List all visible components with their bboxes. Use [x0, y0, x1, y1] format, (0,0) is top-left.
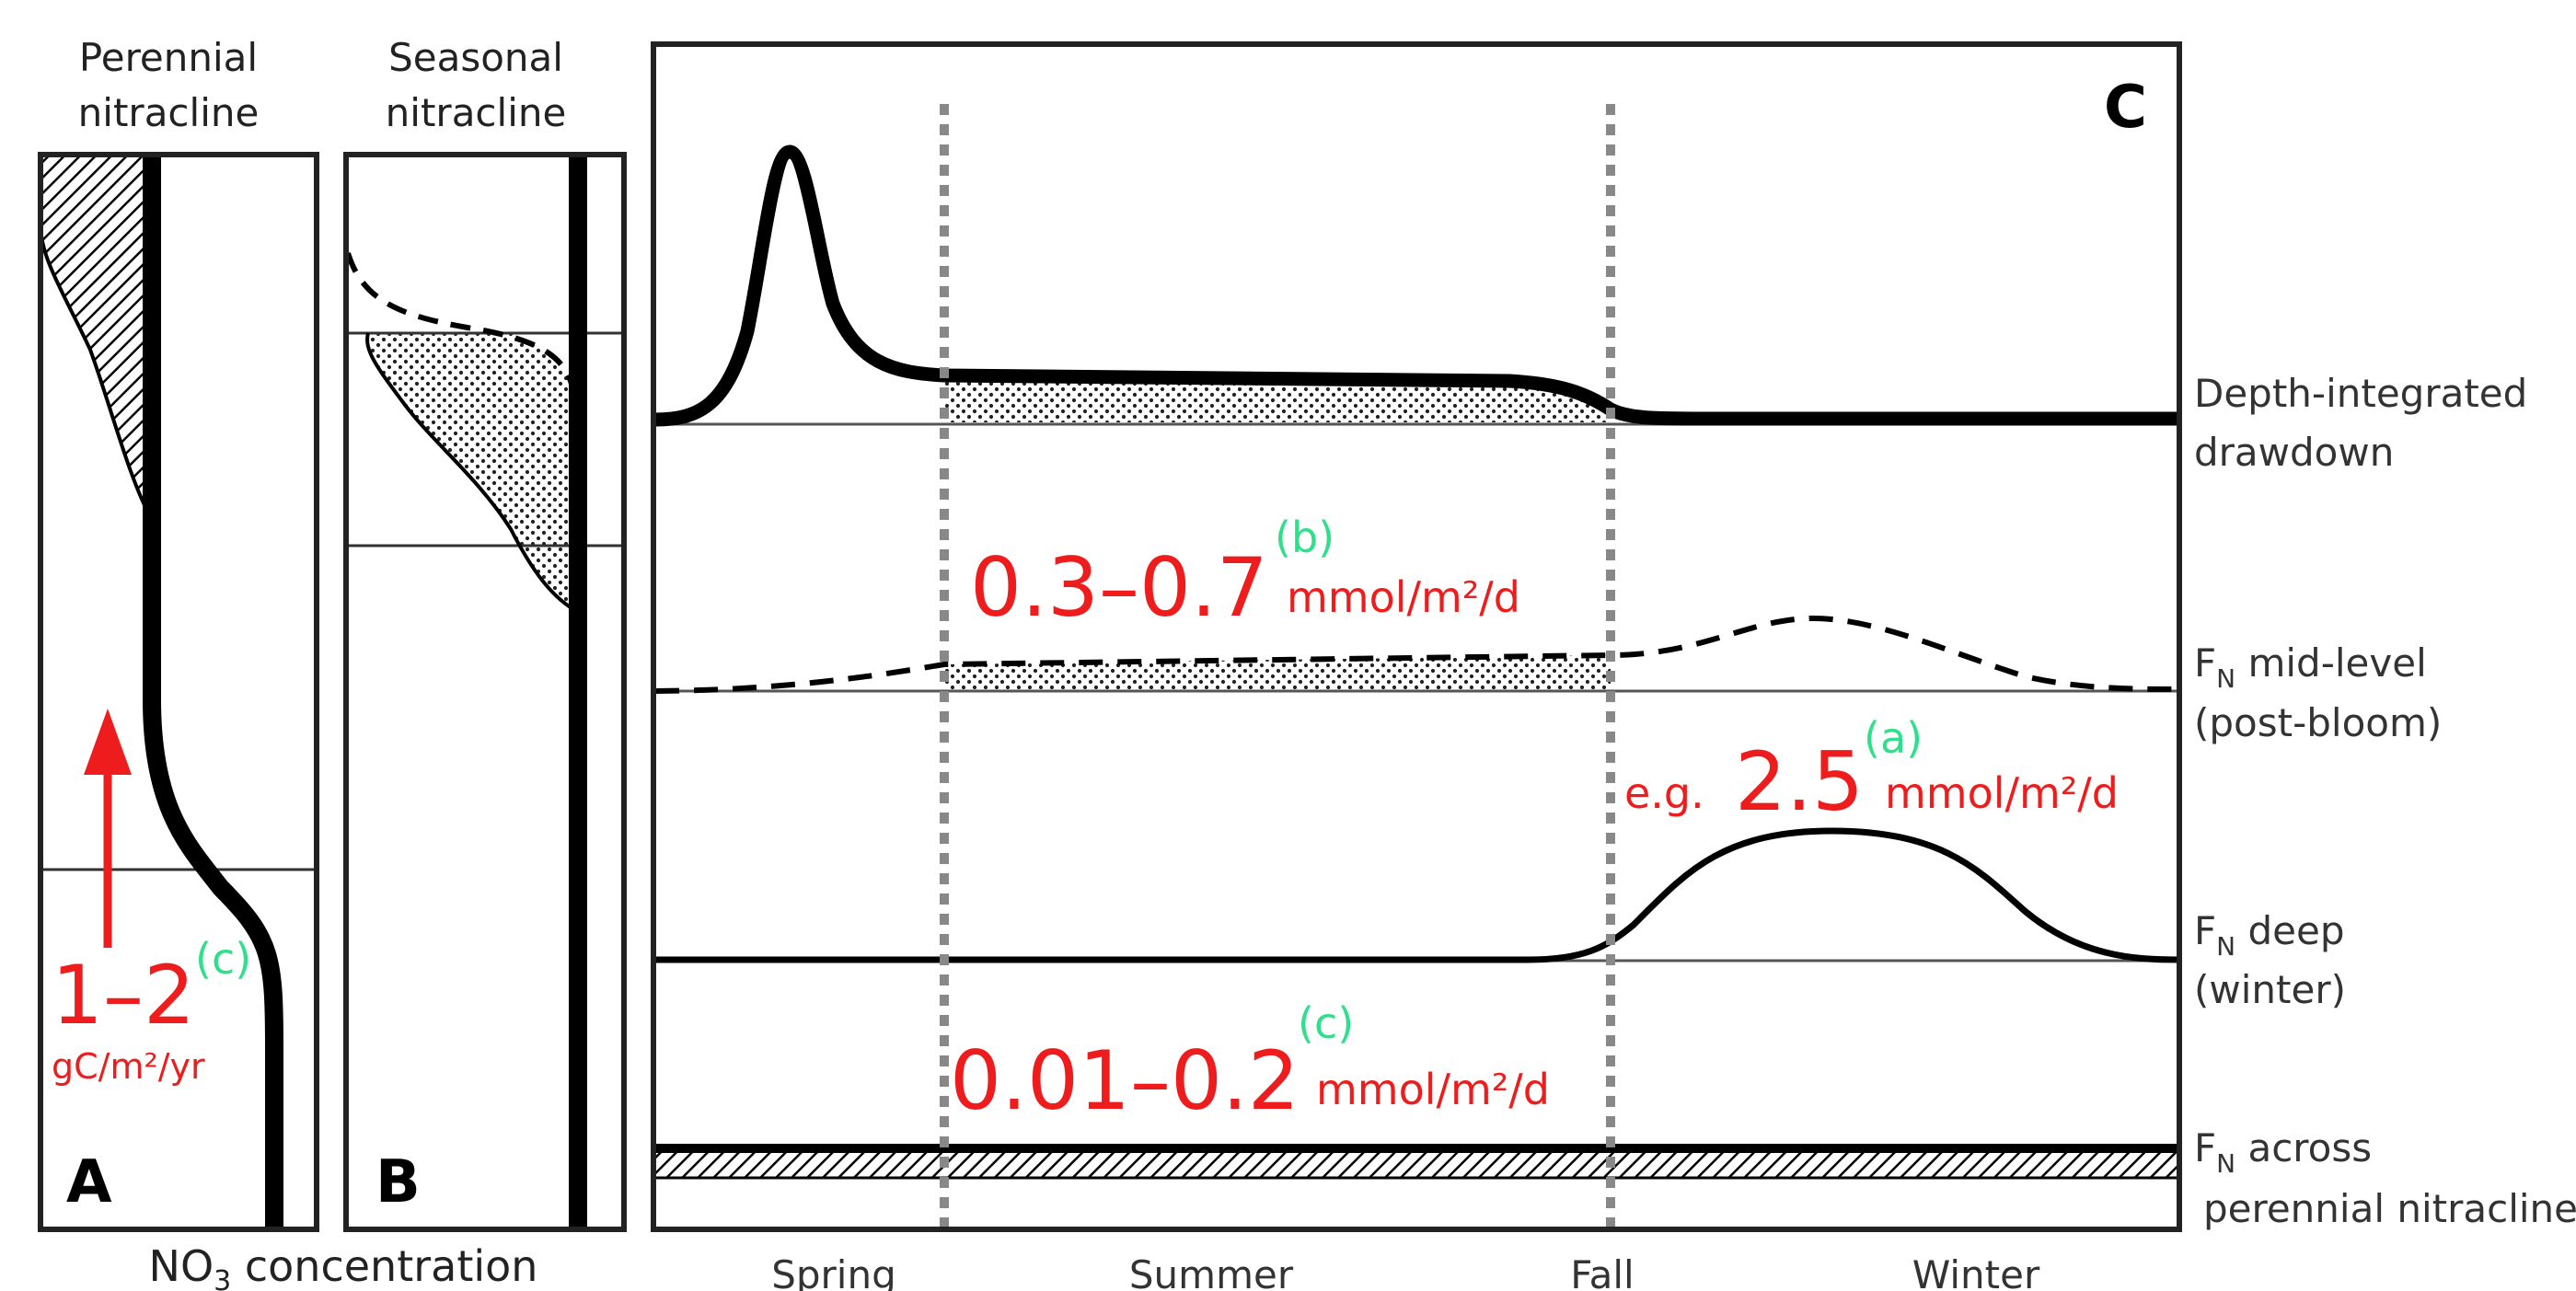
panel-a-lower-profile-line — [40, 225, 154, 521]
no3-axis-label: NO3 concentration — [149, 1241, 538, 1291]
mid-level-flux-ref: (b) — [1275, 513, 1334, 562]
row-labels: Depth-integrated drawdown FN mid-level (… — [2194, 371, 2576, 1231]
panel-a-header-line2: nitracline — [78, 90, 260, 135]
deep-flux-prefix: e.g. — [1624, 768, 1704, 818]
deep-flux-ref: (a) — [1864, 713, 1923, 763]
panel-a-flux-units: gC/m²/yr — [52, 1046, 205, 1087]
row2-label-line2: (post-bloom) — [2194, 700, 2442, 745]
panel-b-frame — [343, 152, 627, 1232]
deep-flux-units: mmol/m²/d — [1885, 768, 2119, 818]
row1-label-line2: drawdown — [2194, 430, 2394, 475]
season-label-fall: Fall — [1570, 1252, 1634, 1291]
panel-c-frame — [651, 41, 2182, 1232]
mid-level-flux-dashed-curve — [654, 615, 2180, 694]
row4-label-line2: perennial nitracline — [2203, 1186, 2576, 1231]
panel-b-header-line2: nitracline — [386, 90, 567, 135]
row4-label-line1: FN across — [2194, 1125, 2372, 1179]
panel-a-letter: A — [66, 1148, 112, 1216]
season-label-winter: Winter — [1912, 1252, 2040, 1291]
panel-c: C 0.3–0.7 mmol/m²/d (b) e.g. 2.5 mmol/m²… — [651, 41, 2576, 1291]
mid-level-flux-value: 0.3–0.7 — [970, 540, 1268, 635]
upward-flux-arrow — [84, 709, 132, 948]
mid-level-flux-units: mmol/m²/d — [1287, 572, 1520, 622]
panel-b-letter: B — [375, 1148, 421, 1216]
panel-b-header-line1: Seasonal — [388, 35, 563, 80]
row1-label-line1: Depth-integrated — [2194, 371, 2527, 416]
panel-b-dotted-drawdown-area — [367, 333, 578, 612]
panel-a-flux-value: 1–2 — [52, 948, 195, 1043]
panel-c-letter: C — [2104, 74, 2147, 142]
across-annotation: 0.01–0.2 mmol/m²/d (c) — [950, 998, 1550, 1128]
panel-a-nitrate-profile — [143, 155, 283, 1229]
row3-label-line2: (winter) — [2194, 967, 2346, 1012]
across-flux-value: 0.01–0.2 — [950, 1033, 1300, 1128]
deep-flux-value: 2.5 — [1735, 734, 1864, 829]
panel-b: Seasonal nitracline B — [343, 35, 627, 1232]
panel-b-postbloom-profile — [365, 332, 579, 614]
row2-label-line1: FN mid-level — [2194, 640, 2427, 694]
panel-a-flux-ref: (c) — [195, 934, 251, 984]
panel-a-hatched-nitrate-area — [40, 155, 152, 520]
across-flux-ref: (c) — [1298, 998, 1354, 1048]
deep-annotation: e.g. 2.5 mmol/m²/d (a) — [1624, 713, 2119, 829]
season-label-spring: Spring — [771, 1252, 896, 1291]
panel-b-prebloom-dashed-profile — [346, 252, 578, 406]
season-label-summer: Summer — [1129, 1252, 1294, 1291]
deep-flux-curve — [655, 827, 2180, 963]
across-flux-units: mmol/m²/d — [1316, 1065, 1550, 1114]
row3-label-line1: FN deep — [2194, 908, 2344, 962]
mid-level-annotation: 0.3–0.7 mmol/m²/d (b) — [970, 513, 1520, 635]
panel-a-frame — [38, 152, 319, 1232]
panel-a: Perennial nitracline 1–2 (c) gC/m²/yr A — [38, 35, 319, 1232]
panel-a-header-line1: Perennial — [79, 35, 258, 80]
mid-level-dotted-area — [944, 655, 1611, 689]
drawdown-curve — [654, 144, 2179, 427]
across-nitracline-hatched-band — [652, 1148, 2181, 1180]
